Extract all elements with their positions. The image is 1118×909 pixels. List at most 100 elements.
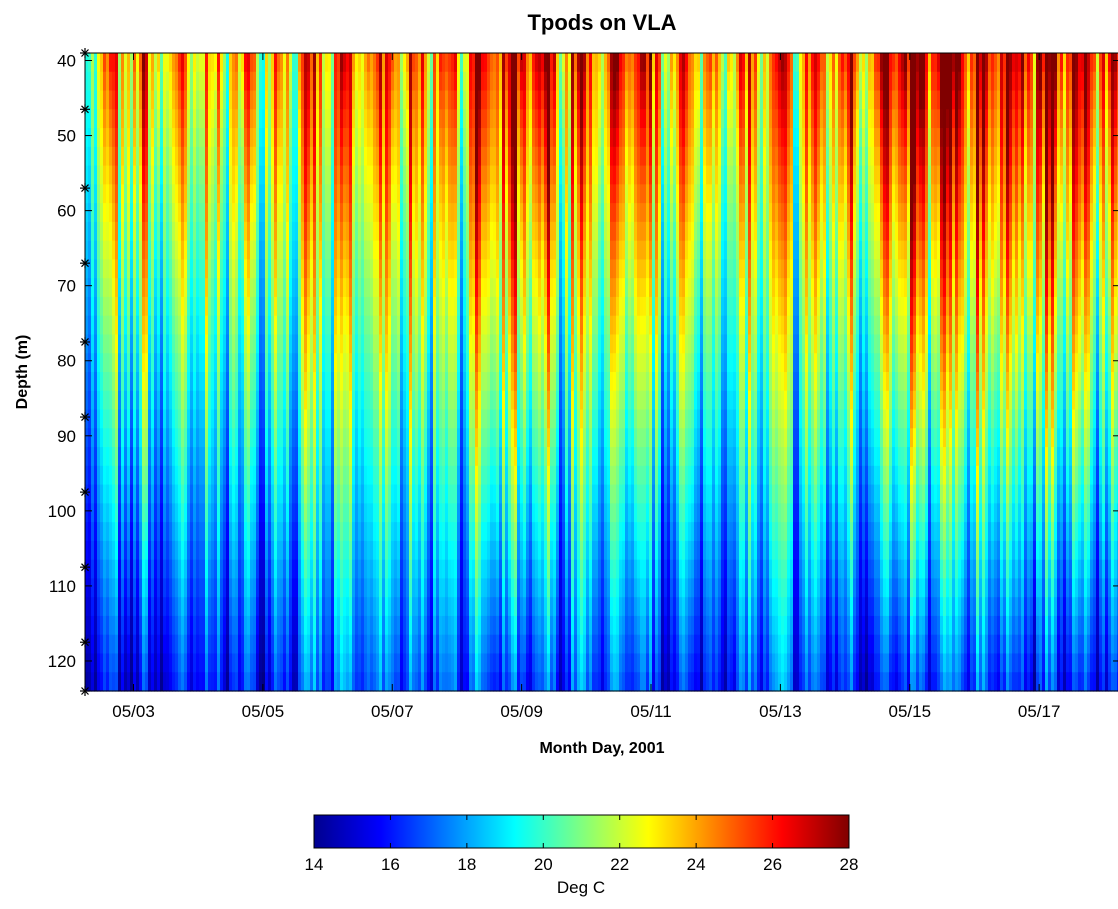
heatmap-cell bbox=[454, 334, 458, 354]
heatmap-cell bbox=[442, 221, 446, 242]
heatmap-cell bbox=[340, 390, 344, 411]
heatmap-cell bbox=[241, 315, 245, 336]
heatmap-cell bbox=[481, 165, 485, 185]
heatmap-cell bbox=[274, 559, 278, 580]
heatmap-cell bbox=[217, 128, 221, 148]
heatmap-cell bbox=[295, 540, 299, 561]
heatmap-cell bbox=[208, 634, 212, 655]
heatmap-cell bbox=[292, 221, 296, 242]
heatmap-cell bbox=[118, 53, 122, 73]
heatmap-cell bbox=[169, 447, 173, 467]
heatmap-cell bbox=[343, 465, 347, 486]
heatmap-cell bbox=[211, 447, 215, 467]
heatmap-cell bbox=[253, 184, 257, 204]
heatmap-cell bbox=[487, 203, 491, 223]
heatmap-cell bbox=[295, 221, 299, 242]
heatmap-cell bbox=[223, 278, 227, 298]
heatmap-cell bbox=[334, 634, 338, 655]
heatmap-cell bbox=[220, 615, 224, 636]
heatmap-cell bbox=[109, 165, 113, 185]
heatmap-cell bbox=[343, 634, 347, 655]
heatmap-cell bbox=[289, 428, 293, 448]
heatmap-cell bbox=[358, 522, 362, 542]
heatmap-cell bbox=[97, 634, 101, 655]
heatmap-cell bbox=[283, 71, 287, 92]
heatmap-cell bbox=[217, 278, 221, 298]
heatmap-cell bbox=[289, 315, 293, 336]
heatmap-cell bbox=[418, 522, 422, 542]
heatmap-cell bbox=[337, 578, 341, 598]
heatmap-cell bbox=[295, 71, 299, 92]
heatmap-cell bbox=[475, 634, 479, 655]
heatmap-cell bbox=[397, 409, 401, 429]
heatmap-cell bbox=[367, 240, 371, 261]
heatmap-cell bbox=[466, 165, 470, 185]
heatmap-cell bbox=[166, 428, 170, 448]
heatmap-cell bbox=[334, 90, 338, 110]
heatmap-cell bbox=[340, 128, 344, 148]
heatmap-cell bbox=[304, 90, 308, 110]
heatmap-cell bbox=[130, 353, 134, 373]
heatmap-cell bbox=[244, 522, 248, 542]
heatmap-cell bbox=[424, 278, 428, 298]
heatmap-cell bbox=[406, 90, 410, 110]
heatmap-cell bbox=[91, 109, 95, 129]
heatmap-cell bbox=[172, 221, 176, 242]
heatmap-cell bbox=[238, 296, 242, 317]
heatmap-cell bbox=[175, 578, 179, 598]
heatmap-cell bbox=[202, 503, 206, 523]
heatmap-cell bbox=[283, 409, 287, 429]
heatmap-cell bbox=[205, 597, 209, 617]
heatmap-cell bbox=[472, 184, 476, 204]
heatmap-cell bbox=[346, 146, 350, 167]
heatmap-cell bbox=[304, 296, 308, 317]
heatmap-cell bbox=[361, 390, 365, 411]
heatmap-cell bbox=[223, 203, 227, 223]
heatmap-cell bbox=[151, 128, 155, 148]
heatmap-cell bbox=[151, 353, 155, 373]
heatmap-cell bbox=[310, 615, 314, 636]
heatmap-cell bbox=[466, 296, 470, 317]
heatmap-cell bbox=[487, 128, 491, 148]
heatmap-cell bbox=[358, 615, 362, 636]
heatmap-cell bbox=[490, 90, 494, 110]
heatmap-cell bbox=[382, 559, 386, 580]
heatmap-cell bbox=[466, 203, 470, 223]
heatmap-cell bbox=[322, 559, 326, 580]
heatmap-cell bbox=[169, 278, 173, 298]
heatmap-cell bbox=[493, 259, 497, 279]
heatmap-cell bbox=[340, 634, 344, 655]
heatmap-cell bbox=[412, 240, 416, 261]
heatmap-cell bbox=[274, 578, 278, 598]
heatmap-cell bbox=[316, 484, 320, 504]
heatmap-cell bbox=[145, 597, 149, 617]
heatmap-cell bbox=[409, 353, 413, 373]
heatmap-cell bbox=[517, 540, 521, 561]
heatmap-cell bbox=[361, 409, 365, 429]
heatmap-cell bbox=[268, 615, 272, 636]
heatmap-cell bbox=[88, 296, 92, 317]
heatmap-cell bbox=[154, 484, 158, 504]
heatmap-cell bbox=[241, 203, 245, 223]
heatmap-cell bbox=[235, 465, 239, 486]
heatmap-cell bbox=[265, 372, 269, 392]
heatmap-cell bbox=[403, 165, 407, 185]
heatmap-cell bbox=[403, 578, 407, 598]
heatmap-cell bbox=[376, 447, 380, 467]
heatmap-cell bbox=[112, 53, 116, 73]
heatmap-cell bbox=[322, 447, 326, 467]
heatmap-cell bbox=[205, 221, 209, 242]
heatmap-cell bbox=[274, 447, 278, 467]
heatmap-cell bbox=[154, 672, 158, 692]
heatmap-cell bbox=[451, 578, 455, 598]
heatmap-cell bbox=[91, 559, 95, 580]
heatmap-cell bbox=[340, 259, 344, 279]
heatmap-cell bbox=[304, 259, 308, 279]
heatmap-cell bbox=[88, 503, 92, 523]
heatmap-cell bbox=[223, 184, 227, 204]
heatmap-cell bbox=[127, 559, 131, 580]
heatmap-cell bbox=[448, 221, 452, 242]
heatmap-cell bbox=[484, 128, 488, 148]
heatmap-cell bbox=[490, 484, 494, 504]
heatmap-cell bbox=[358, 146, 362, 167]
